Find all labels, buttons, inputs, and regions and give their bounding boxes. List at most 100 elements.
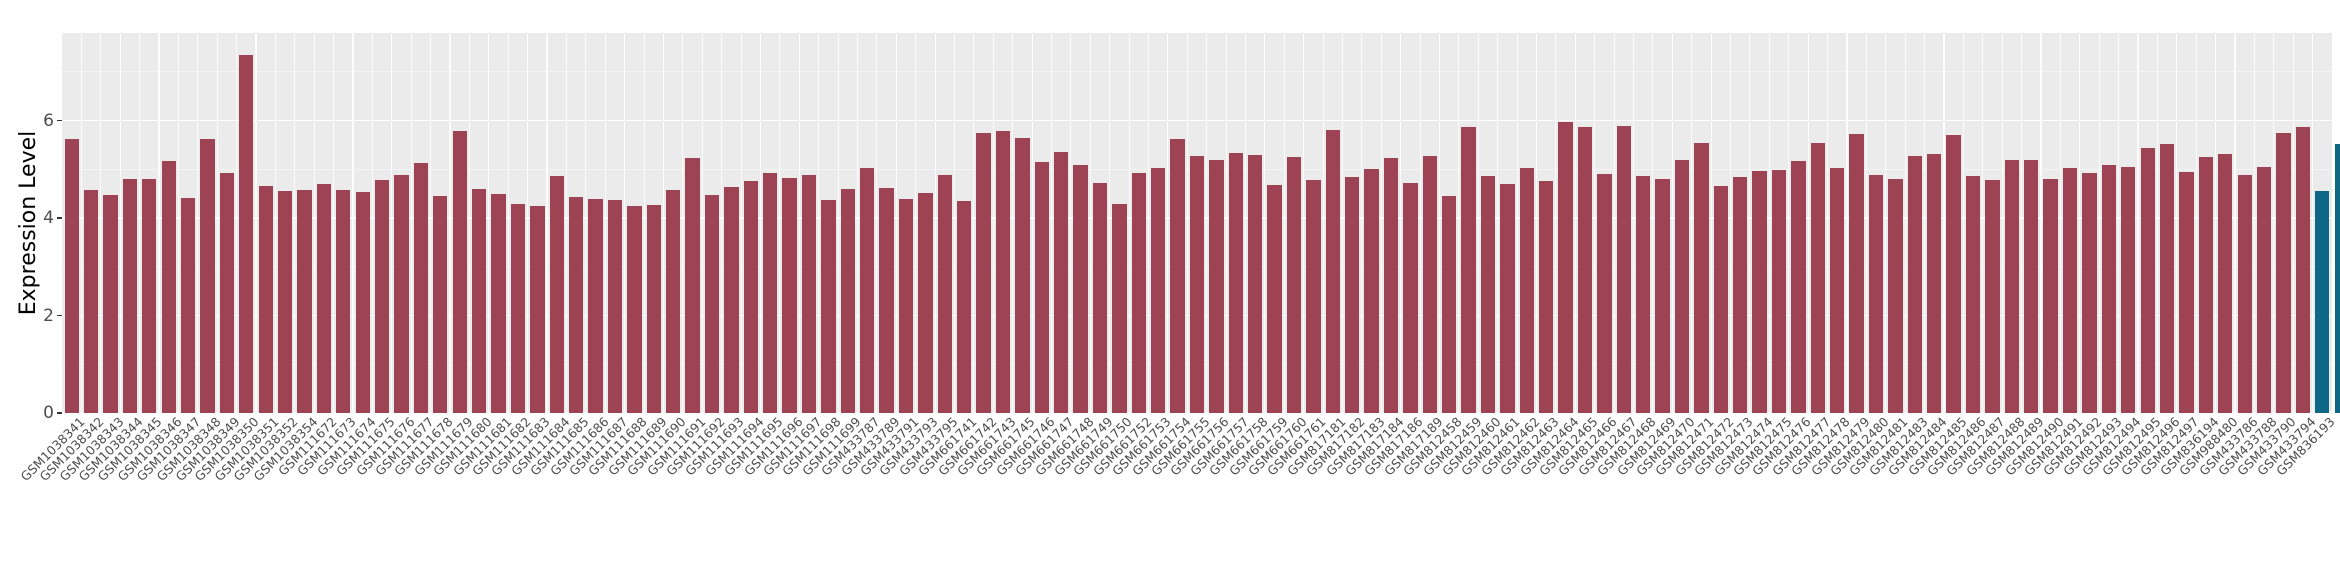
gridline-vertical xyxy=(1012,33,1014,413)
bar xyxy=(1965,176,1981,413)
gridline-vertical xyxy=(585,33,587,413)
bar xyxy=(1228,153,1243,413)
bar xyxy=(1383,158,1399,413)
bar-series xyxy=(62,33,2340,413)
plot-panel xyxy=(62,33,2340,414)
bar xyxy=(161,160,176,413)
gridline-vertical xyxy=(2001,33,2003,413)
bar xyxy=(394,175,409,413)
bar xyxy=(413,163,429,413)
bar xyxy=(1286,156,1302,413)
gridline-vertical xyxy=(1089,33,1091,413)
bar xyxy=(1422,156,1437,413)
gridline-vertical xyxy=(1361,33,1363,413)
bar xyxy=(1946,135,1961,413)
gridline-vertical xyxy=(1438,33,1441,413)
bar xyxy=(743,181,758,413)
bar xyxy=(1655,179,1670,413)
bar xyxy=(2121,166,2136,413)
bar xyxy=(1480,175,1496,413)
bar xyxy=(1849,133,1864,413)
gridline-minor xyxy=(62,71,2332,73)
gridline-vertical xyxy=(1419,33,1421,413)
gridline-vertical xyxy=(449,33,451,413)
gridline-vertical xyxy=(2040,33,2042,413)
gridline-vertical xyxy=(1167,33,1169,413)
gridline-vertical xyxy=(1943,33,1945,413)
bar xyxy=(1364,169,1379,413)
gridline-vertical xyxy=(371,33,373,413)
gridline-vertical xyxy=(1827,33,1829,413)
x-axis-labels: GSM1038341 GSM1038342 GSM1038343 GSM1038344… xyxy=(0,414,2340,580)
gridline-vertical xyxy=(1147,33,1150,413)
bar xyxy=(1636,176,1651,413)
gridline-vertical xyxy=(1652,33,1654,413)
bar xyxy=(1112,203,1127,413)
bar xyxy=(976,133,991,413)
gridline-vertical xyxy=(255,33,257,413)
y-axis-tick-label: 4 xyxy=(43,208,54,229)
gridline-vertical xyxy=(197,33,199,413)
gridline-vertical xyxy=(100,33,102,413)
gridline-vertical xyxy=(2137,33,2139,413)
bar xyxy=(2179,171,2194,413)
gridline-vertical xyxy=(1516,33,1518,413)
bar xyxy=(2082,172,2097,413)
bar xyxy=(200,139,215,413)
bar xyxy=(103,194,118,413)
gridline-vertical xyxy=(701,33,703,413)
bar xyxy=(297,189,312,413)
gridline-vertical xyxy=(216,33,218,413)
bar xyxy=(568,196,584,413)
gridline-vertical xyxy=(1962,33,1964,413)
bar xyxy=(2004,159,2020,413)
gridline-vertical xyxy=(1535,33,1538,413)
gridline-vertical xyxy=(1458,33,1460,413)
gridline-vertical xyxy=(2079,33,2081,413)
gridline-vertical xyxy=(1729,33,1732,413)
bar xyxy=(1791,160,1806,413)
gridline-vertical xyxy=(2156,33,2158,413)
bar xyxy=(219,172,235,413)
bar xyxy=(607,200,623,413)
gridline-vertical xyxy=(2312,33,2314,413)
gridline-vertical xyxy=(333,33,335,413)
gridline-vertical xyxy=(1322,33,1324,413)
gridline-vertical xyxy=(1186,33,1188,413)
bar xyxy=(491,194,506,413)
bar xyxy=(1907,155,1923,413)
gridline-vertical xyxy=(1768,33,1770,413)
bar xyxy=(355,192,370,413)
bar xyxy=(336,189,351,413)
gridline-vertical xyxy=(1206,33,1208,413)
gridline-vertical xyxy=(992,33,994,413)
gridline-vertical xyxy=(2118,33,2120,413)
bar xyxy=(782,178,797,413)
gridline-vertical xyxy=(80,33,82,413)
gridline-vertical xyxy=(1691,33,1693,413)
bar xyxy=(1092,183,1108,413)
bar xyxy=(1888,179,1903,413)
bar xyxy=(1131,173,1146,413)
bar xyxy=(1810,143,1826,413)
bar xyxy=(2315,191,2330,413)
gridline-vertical xyxy=(2176,33,2178,413)
bar xyxy=(879,187,894,413)
bar xyxy=(1985,180,2000,413)
gridline-vertical xyxy=(1807,33,1809,413)
bar xyxy=(1597,173,1612,413)
bar xyxy=(180,197,196,413)
gridline-vertical xyxy=(1244,33,1247,413)
gridline-vertical xyxy=(624,33,626,413)
y-axis-tick-mark xyxy=(57,217,62,219)
bar xyxy=(1771,169,1787,413)
bar xyxy=(1868,175,1884,413)
gridline-vertical xyxy=(2234,33,2236,413)
gridline-vertical xyxy=(895,33,897,413)
gridline-vertical xyxy=(546,33,548,413)
bar xyxy=(433,196,448,413)
gridline-vertical xyxy=(662,33,664,413)
bar xyxy=(2237,175,2252,413)
bar xyxy=(704,195,720,413)
